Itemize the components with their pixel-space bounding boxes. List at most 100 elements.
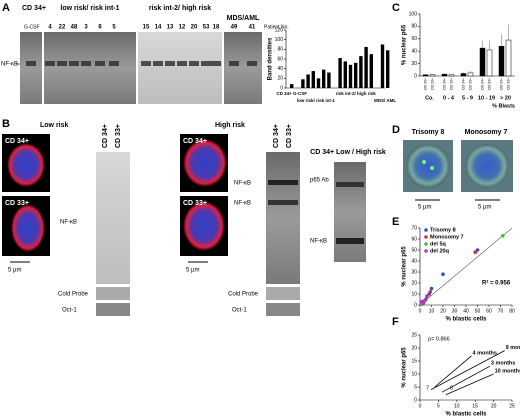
y-tick-label: 70 xyxy=(411,225,417,231)
group-header: High risk xyxy=(215,122,245,129)
band-label: Oct-1 xyxy=(62,308,77,314)
panel-label: E xyxy=(392,216,399,228)
annotation: ρ= 0.866 xyxy=(428,336,450,342)
x-tick-label: 15 xyxy=(472,403,478,409)
patient-number: 53 xyxy=(203,25,210,31)
band xyxy=(69,61,79,66)
y-tick-label: 80 xyxy=(411,24,417,30)
lane-header: CD 34+ Low / High risk xyxy=(310,149,386,156)
line xyxy=(434,355,472,388)
cell xyxy=(406,144,450,188)
gel xyxy=(224,32,262,104)
legend-label: Trisomy 8 xyxy=(430,227,456,233)
bar xyxy=(467,72,474,77)
y-tick-label: 40 xyxy=(411,49,417,55)
y-tick-label: 80 xyxy=(277,47,283,53)
panel-label: F xyxy=(392,316,399,328)
bar xyxy=(486,49,493,77)
band xyxy=(109,61,119,66)
bar xyxy=(429,74,436,77)
patient-number: 41 xyxy=(249,25,256,31)
line xyxy=(441,365,491,393)
bar xyxy=(348,64,353,88)
image-label: CD 34+ xyxy=(5,138,29,145)
scale-label: 5 µm xyxy=(8,268,21,274)
x-tick-label: > 20 xyxy=(500,95,511,101)
image-title: Monosomy 7 xyxy=(465,129,508,136)
bar-label: CD 33+ xyxy=(430,78,434,90)
patient-number: 3 xyxy=(84,25,88,31)
x-tick-label: 20 xyxy=(440,308,446,314)
legend-marker xyxy=(424,228,428,232)
x-tick-label: 50 xyxy=(475,308,481,314)
y-tick-label: 40 xyxy=(411,258,417,264)
y-tick-label: 0 xyxy=(280,85,283,91)
x-axis-label: % Blasts xyxy=(492,103,515,109)
gel xyxy=(96,287,130,300)
y-tick-label: 120 xyxy=(275,27,284,33)
bar-label: CD 34+ xyxy=(480,78,484,90)
line-label: 10 months xyxy=(495,368,520,374)
line-label: 3 months xyxy=(491,361,515,367)
y-tick-label: 100 xyxy=(409,11,418,17)
bar xyxy=(505,39,512,77)
annotation: 8 xyxy=(450,385,453,391)
panel-label: B xyxy=(2,118,10,130)
x-tick-label: 80 xyxy=(509,308,515,314)
band-label: Cold Probe xyxy=(228,292,259,298)
gel xyxy=(266,287,300,300)
line-label: 4 months xyxy=(473,350,497,356)
band-label: Oct-1 xyxy=(232,308,247,314)
gel xyxy=(138,32,222,104)
category-label: CD 34+ G-CSF xyxy=(276,91,307,96)
legend-marker xyxy=(424,235,428,239)
y-tick-label: 10 xyxy=(411,291,417,297)
point xyxy=(441,272,445,277)
band xyxy=(211,61,221,66)
bar xyxy=(364,46,368,88)
y-tick-label: 20 xyxy=(411,61,417,67)
patient-number: 15 xyxy=(143,25,150,31)
patient-number: 49 xyxy=(231,25,238,31)
bar xyxy=(479,47,486,77)
x-tick-label: 40 xyxy=(463,308,469,314)
gel xyxy=(266,152,300,284)
x-axis-label: % blastic cells xyxy=(445,412,487,418)
band-label: NF-κB xyxy=(234,181,251,187)
point xyxy=(429,286,434,291)
band xyxy=(81,61,91,66)
point xyxy=(420,302,425,306)
image-label: CD 33+ xyxy=(5,200,29,207)
panel-label: C xyxy=(392,2,400,14)
bar xyxy=(448,74,455,77)
panel-label: D xyxy=(392,124,400,136)
x-axis-label: % blastic cells xyxy=(445,317,487,323)
group-header: Low risk xyxy=(40,122,69,129)
signal xyxy=(430,166,434,170)
patient-label: Patient No. xyxy=(264,24,289,30)
band xyxy=(141,61,151,66)
band xyxy=(268,200,298,205)
image-label: CD 34+ xyxy=(183,138,207,145)
band xyxy=(153,61,163,66)
band xyxy=(165,61,175,66)
gel xyxy=(266,303,300,316)
y-tick-label: 0 xyxy=(414,302,417,308)
bar xyxy=(290,84,294,88)
bar-label: CD 33+ xyxy=(487,78,491,90)
category-label: risk int-2/ high risk xyxy=(336,91,377,96)
band xyxy=(177,61,187,66)
line xyxy=(430,350,505,390)
lane-header: CD 33+ xyxy=(286,124,293,148)
band xyxy=(201,61,211,66)
band-label: Cold Probe xyxy=(58,292,89,298)
bar xyxy=(380,44,385,88)
y-tick-label: 10 xyxy=(411,371,417,377)
bar xyxy=(316,78,321,88)
y-tick-label: 20 xyxy=(277,76,283,82)
x-tick-label: 60 xyxy=(486,308,492,314)
y-tick-label: 100 xyxy=(275,37,284,43)
x-tick-label: 20 xyxy=(491,403,497,409)
bar xyxy=(354,62,358,88)
